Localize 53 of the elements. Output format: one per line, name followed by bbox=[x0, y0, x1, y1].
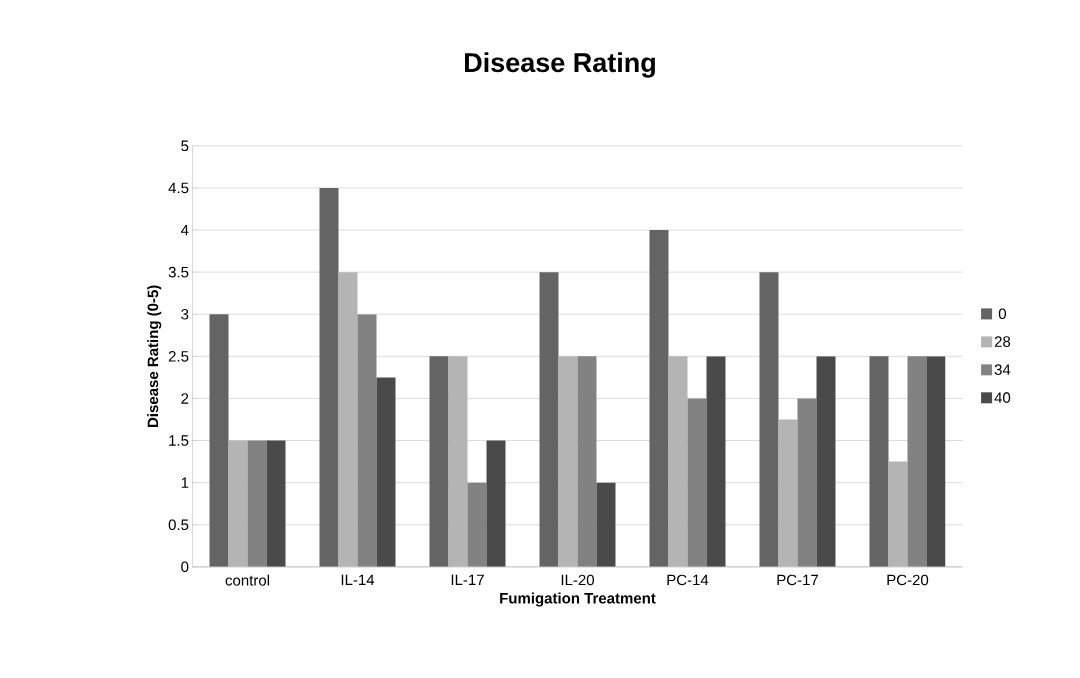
bar bbox=[228, 440, 248, 567]
y-axis-title: Disease Rating (0-5) bbox=[147, 285, 162, 428]
y-tick-label: 3.5 bbox=[168, 266, 189, 278]
bar bbox=[797, 398, 817, 567]
x-tick-label: IL-17 bbox=[451, 574, 484, 585]
bar bbox=[816, 356, 836, 567]
bar bbox=[376, 377, 396, 567]
bar bbox=[888, 461, 908, 567]
legend-label: 34 bbox=[994, 364, 1011, 375]
bar bbox=[266, 440, 286, 567]
x-tick-label: IL-20 bbox=[561, 574, 594, 586]
bar bbox=[357, 314, 377, 567]
y-tick-label: 1.5 bbox=[169, 435, 189, 446]
legend-label: 0 bbox=[998, 308, 1007, 320]
bar bbox=[209, 314, 229, 567]
bar bbox=[486, 440, 506, 567]
y-tick-label: 5 bbox=[181, 140, 189, 152]
chart-title: Disease Rating bbox=[465, 52, 655, 78]
bar bbox=[907, 356, 927, 567]
bar bbox=[668, 356, 688, 567]
y-tick-label: 4.5 bbox=[168, 182, 189, 194]
bar bbox=[429, 356, 449, 567]
x-tick-label: PC-14 bbox=[667, 574, 709, 586]
bar bbox=[649, 230, 669, 567]
x-tick-label: PC-17 bbox=[777, 574, 818, 586]
bar bbox=[467, 482, 487, 567]
bar bbox=[687, 398, 707, 567]
y-tick-label: 0.5 bbox=[168, 519, 189, 531]
bar bbox=[558, 356, 578, 567]
x-tick-label: PC-20 bbox=[887, 574, 929, 586]
legend-label: 28 bbox=[994, 336, 1011, 347]
bar bbox=[319, 187, 339, 567]
y-tick-label: 1 bbox=[181, 477, 189, 488]
y-tick-label: 0 bbox=[181, 561, 189, 573]
x-axis-title: Fumigation Treatment bbox=[500, 592, 656, 607]
bar bbox=[539, 272, 559, 567]
bar bbox=[247, 440, 267, 567]
y-tick-label: 2 bbox=[181, 393, 189, 404]
y-tick-label: 3 bbox=[181, 308, 189, 320]
y-tick-label: 4 bbox=[180, 224, 189, 236]
bar bbox=[926, 356, 946, 567]
bar bbox=[706, 356, 726, 567]
bar bbox=[759, 272, 779, 567]
bar bbox=[448, 356, 468, 567]
y-tick-label: 2.5 bbox=[168, 351, 189, 362]
bar bbox=[778, 419, 798, 567]
bar bbox=[869, 356, 889, 567]
bar bbox=[577, 356, 597, 567]
legend-label: 40 bbox=[994, 392, 1011, 403]
bar bbox=[338, 272, 358, 567]
bar bbox=[596, 482, 616, 567]
x-tick-label: IL-14 bbox=[341, 574, 375, 585]
x-tick-label: control bbox=[225, 574, 269, 586]
